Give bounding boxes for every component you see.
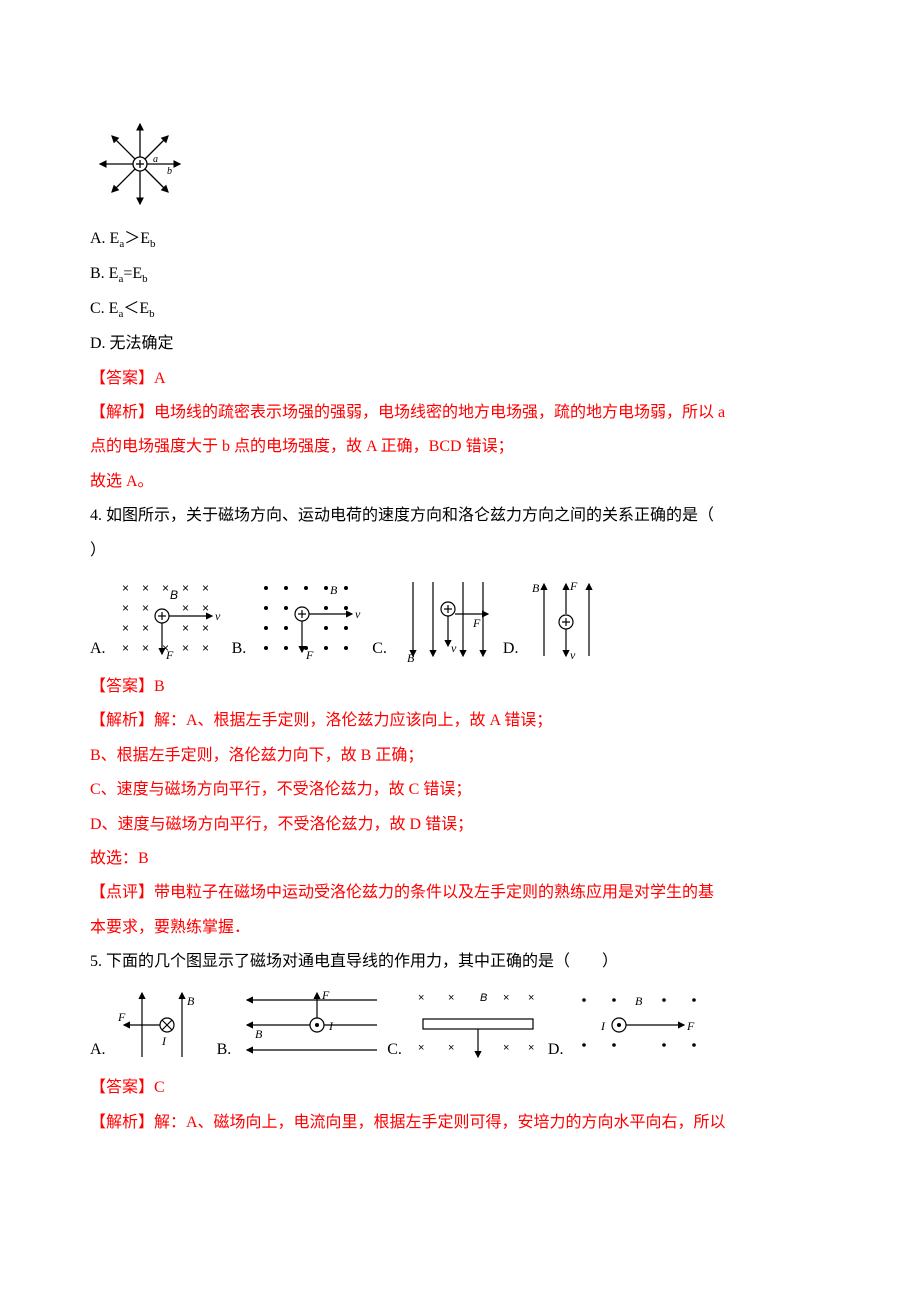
svg-text:×: ×: [528, 1042, 534, 1054]
svg-text:v: v: [570, 648, 576, 662]
q5-options-row: A. B F I B. B F I C.: [90, 985, 830, 1065]
q4-stem-1: 4. 如图所示，关于磁场方向、运动电荷的速度方向和洛仑兹力方向之间的关系正确的是…: [90, 501, 830, 531]
q4-label-b: B.: [232, 634, 247, 664]
q4-stem-2: ）: [90, 536, 830, 566]
svg-text:F: F: [305, 648, 314, 662]
q4-label-d: D.: [503, 634, 519, 664]
svg-text:×: ×: [202, 621, 209, 635]
q5-label-d: D.: [548, 1035, 564, 1065]
q3-option-a: A. Ea＞Eb: [90, 224, 830, 255]
svg-text:×: ×: [122, 581, 129, 595]
q4-diagram-b: B v F: [252, 574, 372, 664]
q5-diagram-c: × × × × × × × × B I F: [408, 985, 548, 1065]
svg-text:×: ×: [122, 601, 129, 615]
svg-text:×: ×: [182, 621, 189, 635]
q4-options-row: A. ××××× ×××× ×××× ××××× B v F B.: [90, 574, 830, 664]
svg-text:×: ×: [142, 581, 149, 595]
svg-text:F: F: [686, 1019, 695, 1033]
svg-text:F: F: [472, 616, 481, 630]
q3-answer: 【答案】A: [90, 364, 830, 394]
radial-field-svg: a b: [90, 114, 190, 214]
svg-text:v: v: [451, 641, 457, 655]
q5-diagram-a: B F I: [112, 985, 217, 1065]
svg-text:×: ×: [418, 1042, 424, 1054]
svg-text:×: ×: [503, 992, 509, 1004]
q3-option-c: C. Ea＜Eb: [90, 294, 830, 325]
q3-conclude: 故选 A。: [90, 467, 830, 497]
q3-explain-2: 点的电场强度大于 b 点的电场强度，故 A 正确，BCD 错误；: [90, 432, 830, 462]
svg-text:×: ×: [182, 641, 189, 655]
q5-diagram-b: B F I: [237, 985, 387, 1065]
q5-label-c: C.: [387, 1035, 402, 1065]
q4-e1: 【解析】解：A、根据左手定则，洛伦兹力应该向上，故 A 错误；: [90, 706, 830, 736]
q4-answer: 【答案】B: [90, 672, 830, 702]
svg-text:B: B: [407, 651, 415, 664]
q3-option-b: B. Ea=Eb: [90, 259, 830, 290]
svg-text:×: ×: [448, 1042, 454, 1054]
svg-text:×: ×: [448, 992, 454, 1004]
svg-text:×: ×: [182, 581, 189, 595]
q4-diagram-a: ××××× ×××× ×××× ××××× B v F: [112, 574, 232, 664]
q5-label-b: B.: [217, 1035, 232, 1065]
q4-e2: B、根据左手定则，洛伦兹力向下，故 B 正确；: [90, 741, 830, 771]
svg-text:B: B: [170, 588, 178, 602]
q4-conclude: 故选：B: [90, 844, 830, 874]
q4-comment-2: 本要求，要熟练掌握．: [90, 913, 830, 943]
point-b-label: b: [167, 166, 172, 177]
svg-text:×: ×: [503, 1042, 509, 1054]
q4-label-a: A.: [90, 634, 106, 664]
svg-text:×: ×: [142, 621, 149, 635]
svg-text:×: ×: [122, 641, 129, 655]
q4-diagram-d: B F v: [524, 574, 614, 664]
svg-text:B: B: [330, 583, 338, 597]
svg-text:×: ×: [202, 581, 209, 595]
svg-text:B: B: [532, 581, 540, 595]
svg-text:F: F: [569, 579, 578, 593]
q4-e4: D、速度与磁场方向平行，不受洛伦兹力，故 D 错误；: [90, 810, 830, 840]
q4-comment-1: 【点评】带电粒子在磁场中运动受洛伦兹力的条件以及左手定则的熟练应用是对学生的基: [90, 878, 830, 908]
svg-text:I: I: [427, 1004, 433, 1018]
svg-text:B: B: [480, 992, 487, 1004]
svg-text:I: I: [328, 1019, 334, 1033]
svg-text:×: ×: [122, 621, 129, 635]
svg-text:F: F: [321, 988, 330, 1002]
svg-text:B: B: [187, 994, 195, 1008]
q4-e3: C、速度与磁场方向平行，不受洛伦兹力，故 C 错误；: [90, 775, 830, 805]
svg-text:×: ×: [202, 641, 209, 655]
svg-text:v: v: [215, 609, 221, 623]
svg-text:B: B: [255, 1027, 263, 1041]
q5-stem: 5. 下面的几个图显示了磁场对通电直导线的作用力，其中正确的是（ ）: [90, 947, 830, 977]
q5-diagram-d: B I F: [569, 985, 709, 1065]
svg-text:v: v: [355, 607, 361, 621]
svg-text:×: ×: [418, 992, 424, 1004]
svg-text:I: I: [600, 1019, 606, 1033]
svg-text:F: F: [482, 1044, 491, 1058]
svg-text:×: ×: [142, 641, 149, 655]
q5-explain: 【解析】解：A、磁场向上，电流向里，根据左手定则可得，安培力的方向水平向右，所以: [90, 1108, 830, 1138]
svg-text:×: ×: [182, 601, 189, 615]
q5-label-a: A.: [90, 1035, 106, 1065]
svg-text:F: F: [117, 1010, 126, 1024]
q3-diagram: a b: [90, 114, 830, 214]
q5-answer: 【答案】C: [90, 1073, 830, 1103]
svg-text:F: F: [165, 648, 174, 662]
q4-diagram-c: B F v: [393, 574, 503, 664]
svg-text:×: ×: [142, 601, 149, 615]
svg-text:×: ×: [202, 601, 209, 615]
svg-text:×: ×: [528, 992, 534, 1004]
svg-text:×: ×: [162, 581, 169, 595]
q3-explain-1: 【解析】电场线的疏密表示场强的强弱，电场线密的地方电场强，疏的地方电场弱，所以 …: [90, 398, 830, 428]
point-a-label: a: [153, 154, 158, 165]
q3-option-d: D. 无法确定: [90, 329, 830, 359]
svg-text:I: I: [161, 1034, 167, 1048]
svg-text:B: B: [635, 994, 643, 1008]
q4-label-c: C.: [372, 634, 387, 664]
